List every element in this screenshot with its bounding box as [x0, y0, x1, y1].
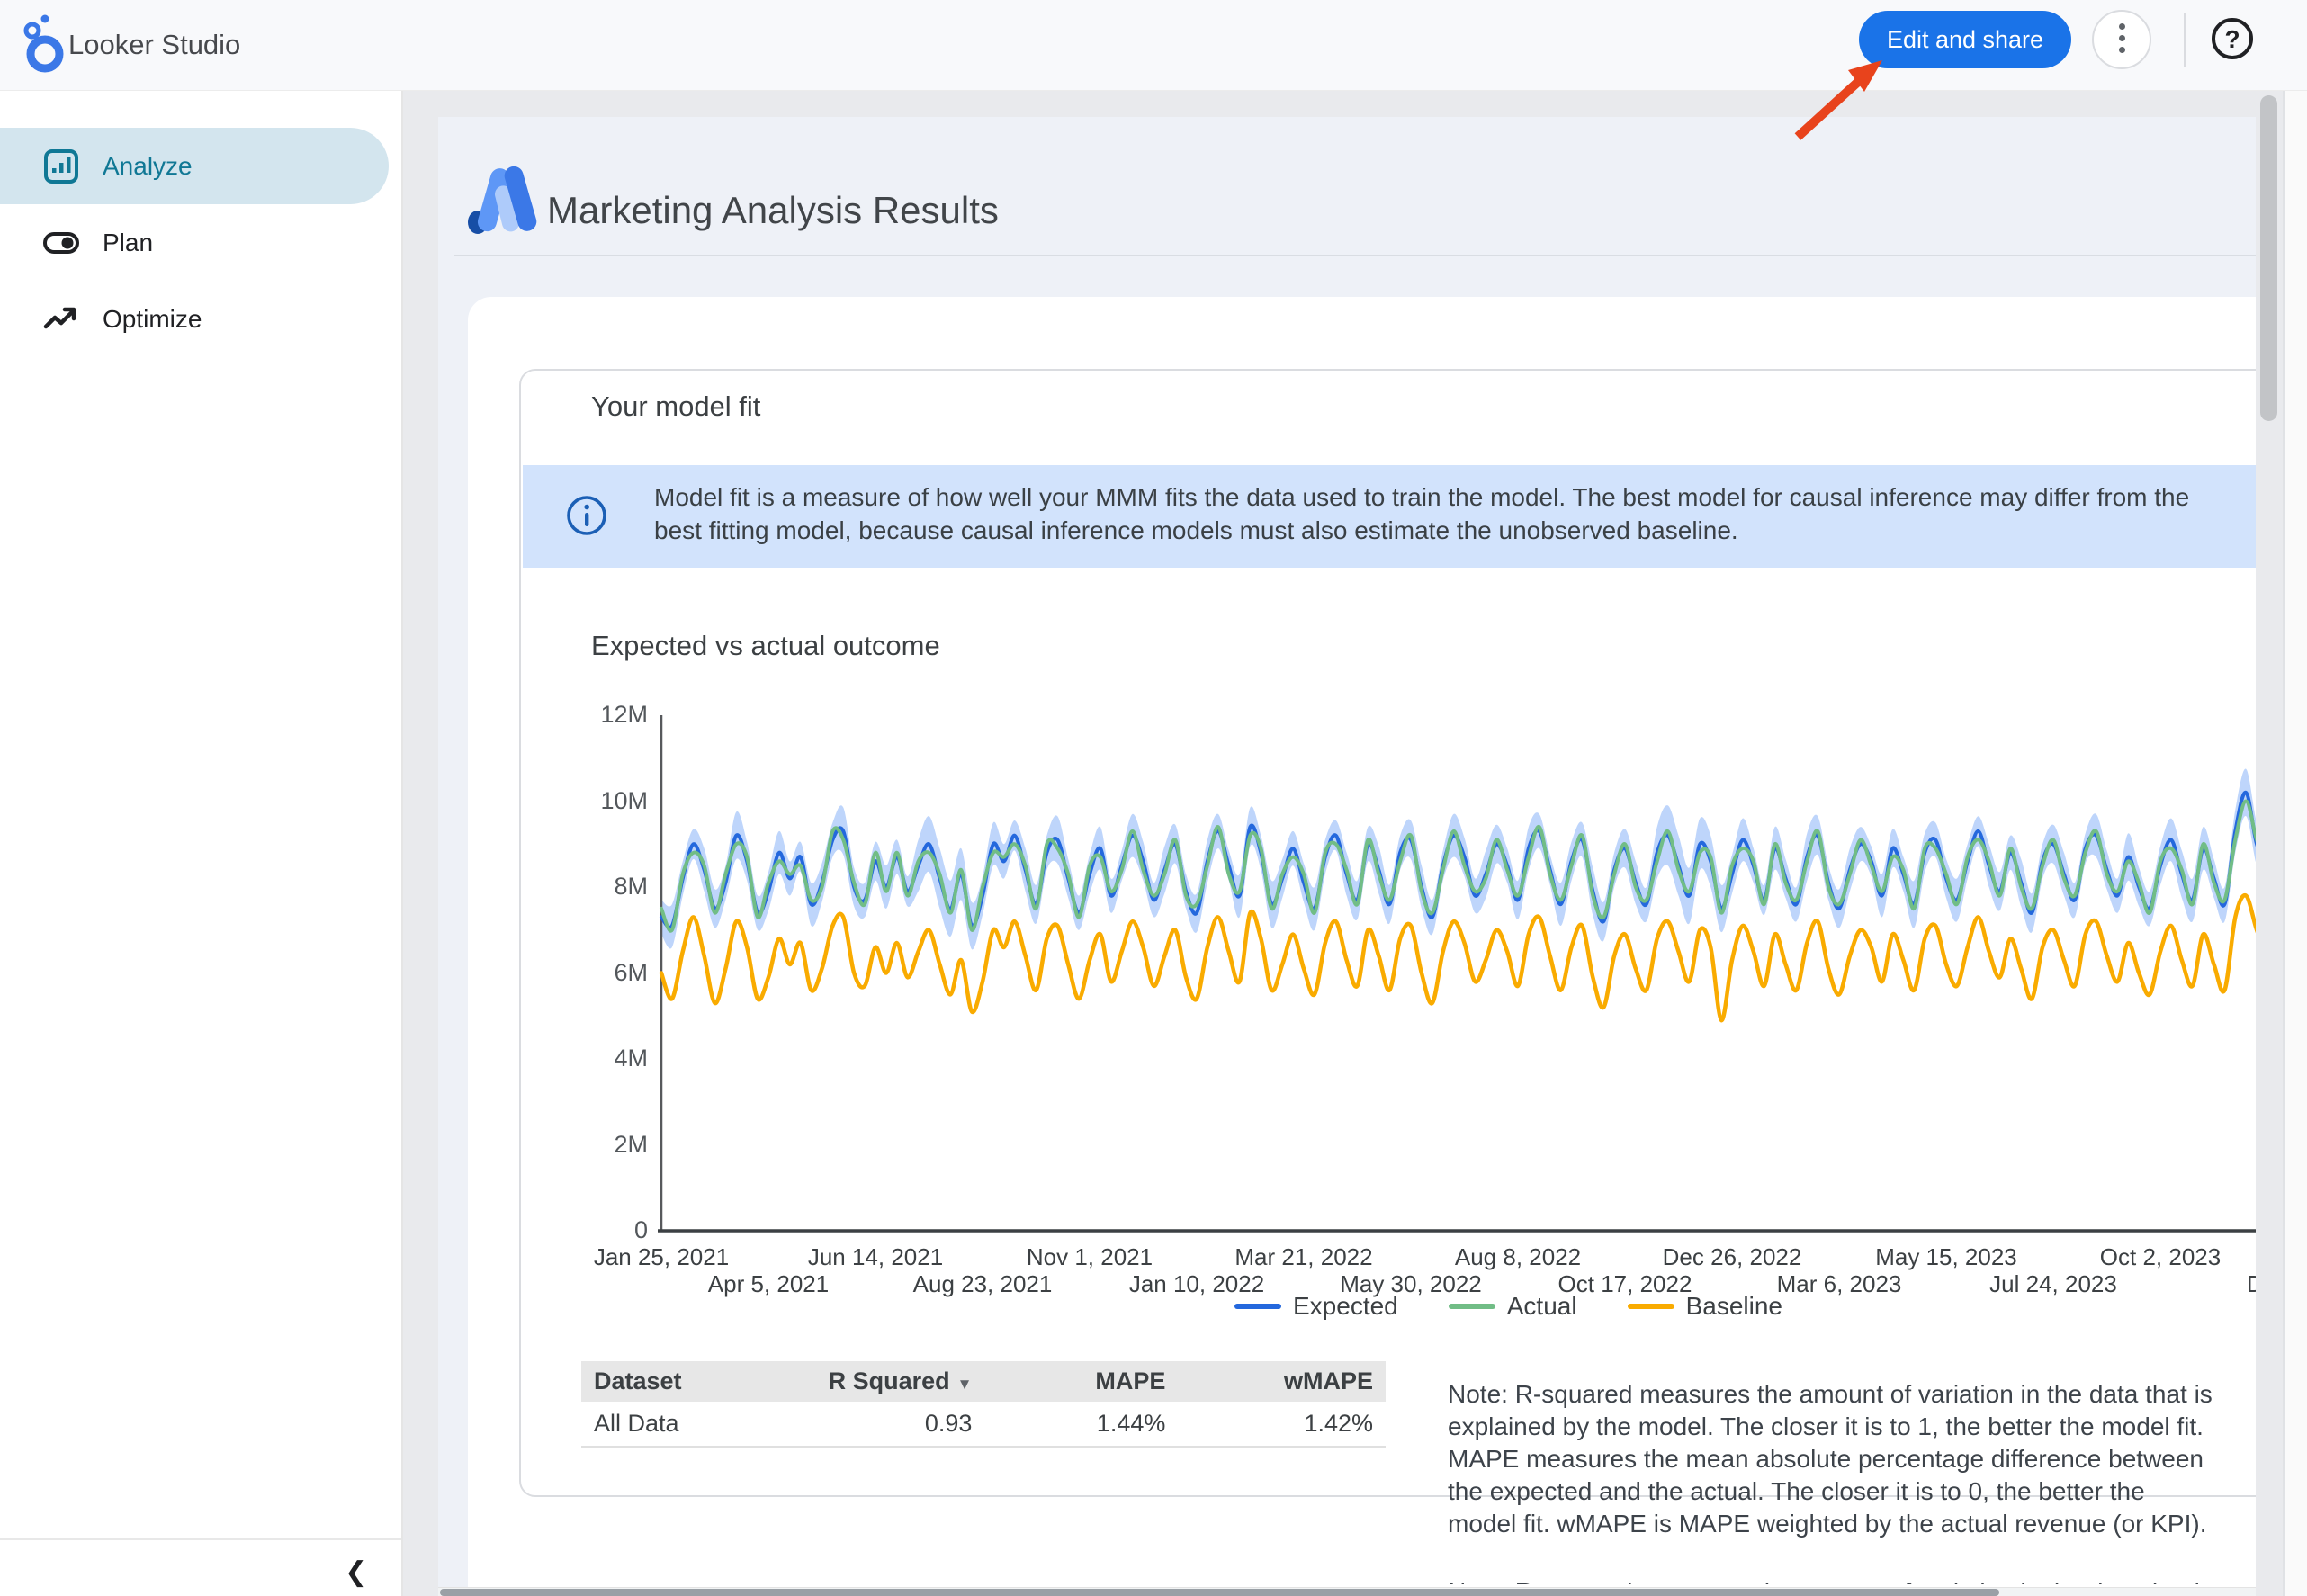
help-button[interactable]: ? [2212, 18, 2253, 59]
looker-studio-logo-icon [23, 14, 64, 73]
table-header-row: Dataset R Squared ▼ MAPE wMAPE [581, 1361, 1386, 1402]
report-viewport: Marketing Analysis Results Your model fi… [438, 117, 2256, 1596]
col-header-dataset[interactable]: Dataset [581, 1361, 737, 1402]
cell-r-squared: 0.93 [736, 1402, 985, 1448]
vertical-scrollbar-thumb[interactable] [2260, 95, 2277, 421]
model-fit-card: Your model fit Model fit is a measure of… [519, 369, 2256, 1497]
report-title: Marketing Analysis Results [547, 189, 999, 231]
col-header-wmape[interactable]: wMAPE [1178, 1361, 1386, 1402]
kebab-dot [2119, 23, 2125, 30]
optimize-trending-up-icon [43, 307, 76, 328]
sort-descending-icon: ▼ [956, 1376, 973, 1393]
legend-item-baseline[interactable]: Baseline [1627, 1292, 1782, 1321]
sidebar-item-label: Optimize [103, 304, 202, 333]
kebab-dot [2119, 35, 2125, 41]
topbar-divider [2184, 13, 2186, 67]
expected-line-swatch [1234, 1304, 1281, 1309]
col-header-mape[interactable]: MAPE [984, 1361, 1179, 1402]
cell-wmape: 1.42% [1178, 1402, 1386, 1448]
actual-line-swatch [1448, 1304, 1495, 1309]
more-options-button[interactable] [2092, 10, 2151, 69]
sidebar-item-plan[interactable]: Plan [0, 204, 389, 281]
top-app-bar: Looker Studio Edit and share ? [0, 0, 2307, 91]
sidebar-footer-divider [0, 1538, 401, 1540]
kebab-dot [2119, 47, 2125, 53]
sidebar-item-optimize[interactable]: Optimize [0, 281, 389, 357]
card-title: Your model fit [591, 390, 761, 422]
baseline-line-swatch [1627, 1304, 1674, 1309]
table-row: All Data 0.93 1.44% 1.42% [581, 1402, 1386, 1448]
chart-legend: Expected Actual Baseline [1234, 1292, 1782, 1321]
info-banner-text: Model fit is a measure of how well your … [654, 483, 2190, 544]
collapse-sidebar-chevron[interactable]: ❮ [345, 1557, 368, 1587]
horizontal-scrollbar-thumb[interactable] [440, 1589, 1999, 1596]
sidebar-item-label: Plan [103, 228, 154, 256]
right-gutter [2283, 90, 2307, 1596]
clipped-next-text-line: Note: R-squared measures the amount of v… [1448, 1576, 2214, 1584]
report-header-divider [454, 255, 2256, 256]
analyze-chart-icon [44, 148, 78, 184]
plan-toggle-icon [43, 231, 79, 254]
info-banner: Model fit is a measure of how well your … [523, 465, 2256, 568]
col-header-r-squared[interactable]: R Squared ▼ [736, 1361, 985, 1402]
left-navigation-sidebar: Analyze Plan Optimize ❮ [0, 90, 403, 1596]
app-brand-title: Looker Studio [68, 29, 241, 60]
legend-item-actual[interactable]: Actual [1448, 1292, 1577, 1321]
edit-and-share-button[interactable]: Edit and share [1859, 11, 2071, 68]
model-fit-metrics-table: Dataset R Squared ▼ MAPE wMAPE All Data 0… [581, 1361, 1386, 1448]
meridian-logo [468, 166, 537, 234]
chart-section-title: Expected vs actual outcome [591, 630, 940, 661]
cell-dataset: All Data [581, 1402, 737, 1448]
sidebar-item-label: Analyze [103, 151, 193, 180]
info-icon [567, 496, 606, 535]
sidebar-item-analyze[interactable]: Analyze [0, 128, 389, 204]
metrics-note-text: Note: R-squared measures the amount of v… [1448, 1380, 2213, 1538]
cell-mape: 1.44% [984, 1402, 1179, 1448]
legend-item-expected[interactable]: Expected [1234, 1292, 1398, 1321]
